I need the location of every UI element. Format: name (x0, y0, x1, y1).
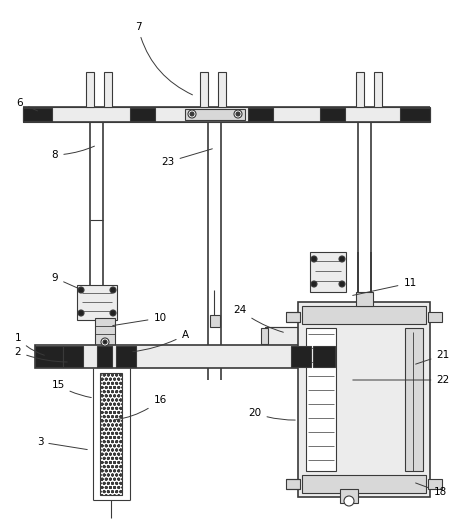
Circle shape (234, 110, 242, 118)
Bar (405, 328, 423, 471)
Bar (320, 108, 345, 121)
Bar (370, 333, 378, 339)
Text: 15: 15 (51, 380, 91, 398)
Text: 18: 18 (415, 483, 447, 497)
Text: 16: 16 (116, 395, 167, 420)
Bar (130, 108, 155, 121)
Bar (310, 252, 346, 292)
Circle shape (110, 310, 116, 316)
Bar (248, 108, 273, 121)
Bar (35, 345, 335, 368)
Bar (261, 328, 268, 344)
Text: 24: 24 (234, 305, 284, 332)
Bar (363, 328, 370, 344)
Text: 2: 2 (15, 347, 67, 362)
Text: 6: 6 (16, 98, 38, 111)
Bar (210, 315, 220, 327)
Bar (428, 312, 442, 322)
Circle shape (236, 112, 240, 116)
Bar (185, 109, 245, 120)
Bar (286, 312, 300, 322)
Bar (302, 306, 426, 324)
Circle shape (339, 281, 345, 287)
Text: A: A (133, 330, 189, 352)
Text: 8: 8 (52, 146, 94, 160)
Bar (340, 489, 358, 503)
Bar (374, 72, 382, 107)
Text: 11: 11 (353, 278, 417, 295)
Circle shape (344, 496, 354, 506)
Bar (428, 479, 442, 489)
Text: 23: 23 (161, 149, 213, 167)
Bar (104, 72, 112, 107)
Circle shape (103, 340, 107, 344)
Circle shape (78, 287, 84, 293)
Bar (306, 328, 336, 471)
Text: 10: 10 (113, 313, 167, 325)
Text: 20: 20 (248, 408, 295, 420)
Bar (291, 346, 311, 367)
Circle shape (188, 110, 196, 118)
Bar (35, 346, 63, 367)
Bar (63, 346, 83, 367)
Bar (286, 479, 300, 489)
Text: 21: 21 (416, 350, 450, 364)
Text: 22: 22 (353, 375, 450, 385)
Bar (265, 327, 365, 345)
Bar (97, 346, 112, 367)
Circle shape (339, 256, 345, 262)
Circle shape (311, 256, 317, 262)
Bar (86, 72, 94, 107)
Bar (218, 72, 226, 107)
Circle shape (311, 281, 317, 287)
Bar (100, 373, 122, 495)
Circle shape (110, 287, 116, 293)
Text: 9: 9 (52, 273, 80, 289)
Bar (23, 107, 430, 122)
Bar (298, 302, 430, 497)
Bar (95, 318, 115, 346)
Bar (23, 108, 52, 121)
Bar (77, 285, 117, 320)
Text: 7: 7 (135, 22, 192, 95)
Bar (356, 292, 373, 306)
Text: 1: 1 (15, 333, 44, 355)
Bar (356, 72, 364, 107)
Bar (200, 72, 208, 107)
Circle shape (78, 310, 84, 316)
Bar (313, 346, 335, 367)
Bar (302, 475, 426, 493)
Bar (400, 108, 430, 121)
Circle shape (101, 338, 109, 346)
Circle shape (190, 112, 194, 116)
Text: 3: 3 (37, 437, 87, 449)
Bar (116, 346, 136, 367)
